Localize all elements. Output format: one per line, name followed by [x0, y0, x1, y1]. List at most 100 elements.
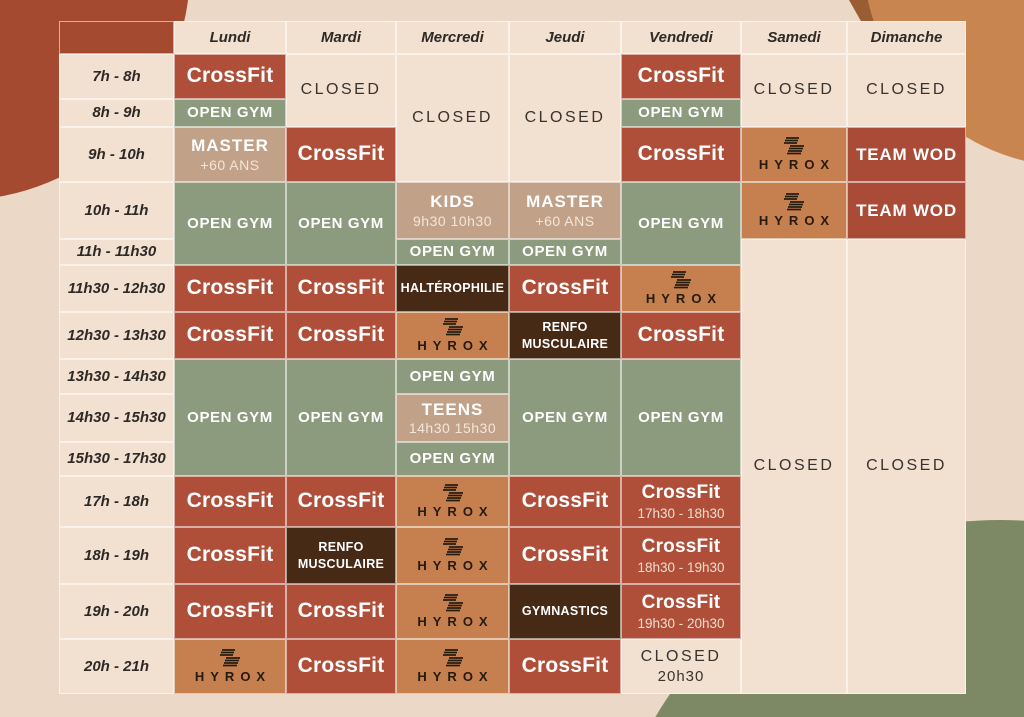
activity-cell-crossfit: CrossFit — [509, 476, 621, 527]
time-label-cell: 18h - 19h — [59, 527, 174, 584]
activity-cell-closed: CLOSED 20h30 — [621, 639, 741, 694]
activity-label: OPEN GYM — [298, 408, 384, 426]
hyrox-label: HYROX — [758, 157, 836, 173]
hyrox-logo-icon — [442, 538, 463, 556]
hyrox-label: HYROX — [417, 669, 494, 685]
activity-cell-renfo: RENFO MUSCULAIRE — [286, 527, 396, 584]
activity-label: CLOSED — [300, 81, 382, 99]
activity-cell-closed: CLOSED — [847, 54, 966, 127]
activity-label: CrossFit — [297, 599, 385, 623]
time-label: 19h - 20h — [83, 602, 150, 620]
day-header-jeudi: Jeudi — [509, 21, 621, 54]
time-label-cell: 11h30 - 12h30 — [59, 265, 174, 312]
activity-cell-crossfit: CrossFit 17h30 - 18h30 — [621, 476, 741, 527]
activity-label: OPEN GYM — [409, 367, 496, 385]
activity-label: OPEN GYM — [187, 214, 273, 232]
activity-cell-crossfit: CrossFit — [174, 312, 286, 359]
activity-cell-crossfit: CrossFit — [174, 54, 286, 99]
time-label: 17h - 18h — [83, 492, 150, 510]
hyrox-label: HYROX — [758, 213, 836, 229]
activity-cell-opengym: OPEN GYM — [509, 239, 621, 265]
activity-label: CrossFit — [186, 489, 274, 513]
activity-label: OPEN GYM — [409, 450, 496, 468]
activity-label: CLOSED — [640, 647, 722, 665]
activity-label: CrossFit — [637, 142, 725, 166]
activity-cell-opengym: OPEN GYM — [396, 239, 509, 265]
activity-label: MASTER — [526, 192, 604, 212]
activity-cell-closed: CLOSED — [741, 54, 847, 127]
activity-cell-crossfit: CrossFit — [286, 127, 396, 182]
activity-label: CLOSED — [866, 457, 947, 475]
activity-cell-crossfit: CrossFit — [174, 476, 286, 527]
activity-label: OPEN GYM — [522, 408, 608, 426]
day-header-label: Dimanche — [870, 28, 943, 46]
hyrox-logo-icon — [442, 318, 463, 336]
activity-cell-closed: CLOSED — [741, 239, 847, 694]
activity-subtitle: +60 ANS — [200, 156, 260, 173]
activity-label: KIDS — [430, 192, 475, 212]
activity-label: CLOSED — [524, 108, 606, 126]
activity-cell-crossfit: CrossFit — [174, 584, 286, 639]
activity-cell-teens: TEENS 14h30 15h30 — [396, 394, 509, 442]
hyrox-logo-icon — [442, 649, 463, 667]
activity-label: CrossFit — [637, 64, 725, 88]
activity-cell-crossfit: CrossFit 19h30 - 20h30 — [621, 584, 741, 639]
activity-label: MASTER — [191, 136, 269, 156]
time-label-cell: 15h30 - 17h30 — [59, 442, 174, 476]
activity-cell-closed: CLOSED — [509, 54, 621, 182]
activity-cell-hyrox: HYROX — [174, 639, 286, 694]
activity-label: CrossFit — [186, 276, 274, 300]
day-header-lundi: Lundi — [174, 21, 286, 54]
activity-cell-master: MASTER +60 ANS — [174, 127, 286, 182]
hyrox-label: HYROX — [417, 504, 494, 520]
activity-cell-crossfit: CrossFit — [621, 54, 741, 99]
activity-label: RENFO MUSCULAIRE — [297, 540, 385, 571]
activity-label: OPEN GYM — [638, 104, 724, 122]
activity-cell-crossfit: CrossFit — [621, 127, 741, 182]
activity-cell-kids: KIDS 9h30 10h30 — [396, 182, 509, 239]
day-header-label: Jeudi — [545, 28, 585, 46]
activity-label: OPEN GYM — [638, 408, 724, 426]
activity-cell-crossfit: CrossFit — [621, 312, 741, 359]
activity-subtitle: 14h30 15h30 — [408, 420, 497, 437]
time-label: 20h - 21h — [83, 657, 150, 675]
activity-cell-opengym: OPEN GYM — [509, 359, 621, 476]
time-label: 11h - 11h30 — [76, 243, 157, 261]
activity-cell-crossfit: CrossFit — [509, 639, 621, 694]
time-label-cell: 10h - 11h — [59, 182, 174, 239]
activity-label: CrossFit — [186, 64, 274, 88]
time-label-cell: 7h - 8h — [59, 54, 174, 99]
activity-cell-opengym: OPEN GYM — [286, 359, 396, 476]
activity-cell-crossfit: CrossFit — [509, 527, 621, 584]
activity-label: CrossFit — [641, 591, 721, 613]
activity-cell-opengym: OPEN GYM — [621, 359, 741, 476]
activity-label: CLOSED — [866, 81, 947, 99]
hyrox-logo-icon — [442, 594, 463, 612]
time-label-cell: 13h30 - 14h30 — [59, 359, 174, 394]
day-header-mardi: Mardi — [286, 21, 396, 54]
day-header-label: Vendredi — [649, 28, 713, 46]
hyrox-logo-icon — [784, 137, 804, 155]
time-label-cell: 12h30 - 13h30 — [59, 312, 174, 359]
activity-label: CrossFit — [186, 543, 274, 567]
activity-label: CrossFit — [186, 323, 274, 347]
activity-label: CrossFit — [297, 489, 385, 513]
activity-label: TEENS — [421, 399, 484, 419]
activity-cell-closed: CLOSED — [286, 54, 396, 127]
hyrox-label: HYROX — [194, 669, 272, 685]
activity-cell-hyrox: HYROX — [741, 127, 847, 182]
activity-label: OPEN GYM — [638, 214, 724, 232]
activity-cell-opengym: OPEN GYM — [621, 182, 741, 265]
activity-label: CrossFit — [521, 276, 609, 300]
day-header-mercredi: Mercredi — [396, 21, 509, 54]
activity-label: CrossFit — [186, 599, 274, 623]
day-header-label: Samedi — [767, 28, 821, 46]
activity-cell-teamwod: TEAM WOD — [847, 182, 966, 239]
activity-cell-hyrox: HYROX — [396, 476, 509, 527]
activity-label: OPEN GYM — [298, 214, 384, 232]
activity-label: CLOSED — [753, 457, 835, 475]
activity-label: CrossFit — [641, 481, 721, 503]
activity-cell-opengym: OPEN GYM — [396, 442, 509, 476]
time-label: 9h - 10h — [88, 145, 145, 163]
hyrox-label: HYROX — [417, 338, 494, 354]
